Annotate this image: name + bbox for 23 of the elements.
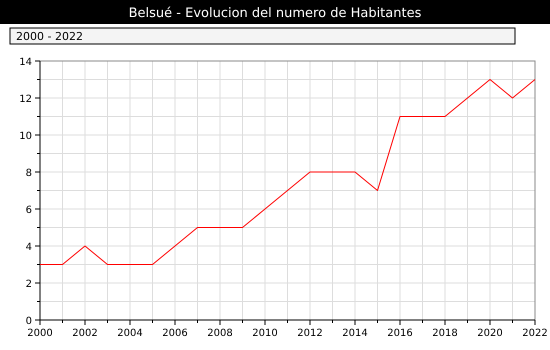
x-tick-label: 2006: [162, 328, 188, 339]
y-tick-label: 12: [19, 94, 32, 105]
x-tick-label: 2010: [252, 328, 278, 339]
y-tick-label: 0: [26, 316, 32, 327]
y-tick-label: 8: [26, 168, 32, 179]
x-tick-label: 2008: [207, 328, 233, 339]
x-tick-label: 2018: [432, 328, 458, 339]
chart-subtitle: 2000 - 2022: [16, 30, 83, 43]
y-tick-label: 10: [19, 131, 32, 142]
x-tick-label: 2022: [522, 328, 548, 339]
x-tick-label: 2016: [387, 328, 413, 339]
x-tick-label: 2004: [117, 328, 143, 339]
x-tick-label: 2002: [72, 328, 98, 339]
x-tick-label: 2020: [477, 328, 503, 339]
chart-title: Belsué - Evolucion del numero de Habitantes: [128, 6, 422, 21]
line-series: [40, 79, 536, 265]
y-tick-label: 2: [26, 279, 32, 290]
y-tick-label: 6: [26, 205, 32, 216]
x-tick-label: 2014: [342, 328, 368, 339]
x-tick-label: 2012: [297, 328, 323, 339]
x-tick-label: 2000: [27, 328, 53, 339]
y-tick-label: 14: [19, 57, 32, 68]
y-tick-label: 4: [26, 242, 32, 253]
